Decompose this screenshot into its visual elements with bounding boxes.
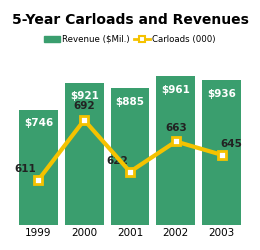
Bar: [65, 83, 104, 225]
Text: $961: $961: [161, 85, 190, 95]
Bar: [156, 76, 195, 225]
Text: 692: 692: [73, 101, 95, 111]
Title: 5-Year Carloads and Revenues: 5-Year Carloads and Revenues: [11, 14, 249, 28]
Text: $936: $936: [207, 89, 236, 99]
Legend: Revenue ($Mil.), Carloads (000): Revenue ($Mil.), Carloads (000): [41, 31, 219, 47]
Text: 622: 622: [106, 156, 128, 166]
Text: 645: 645: [221, 139, 243, 149]
Bar: [110, 88, 150, 225]
Text: $885: $885: [115, 97, 145, 107]
Text: 611: 611: [15, 164, 36, 174]
Text: 663: 663: [165, 122, 187, 132]
Text: $746: $746: [24, 118, 53, 128]
Text: $921: $921: [70, 91, 99, 101]
Bar: [19, 110, 58, 225]
Bar: [202, 80, 241, 225]
